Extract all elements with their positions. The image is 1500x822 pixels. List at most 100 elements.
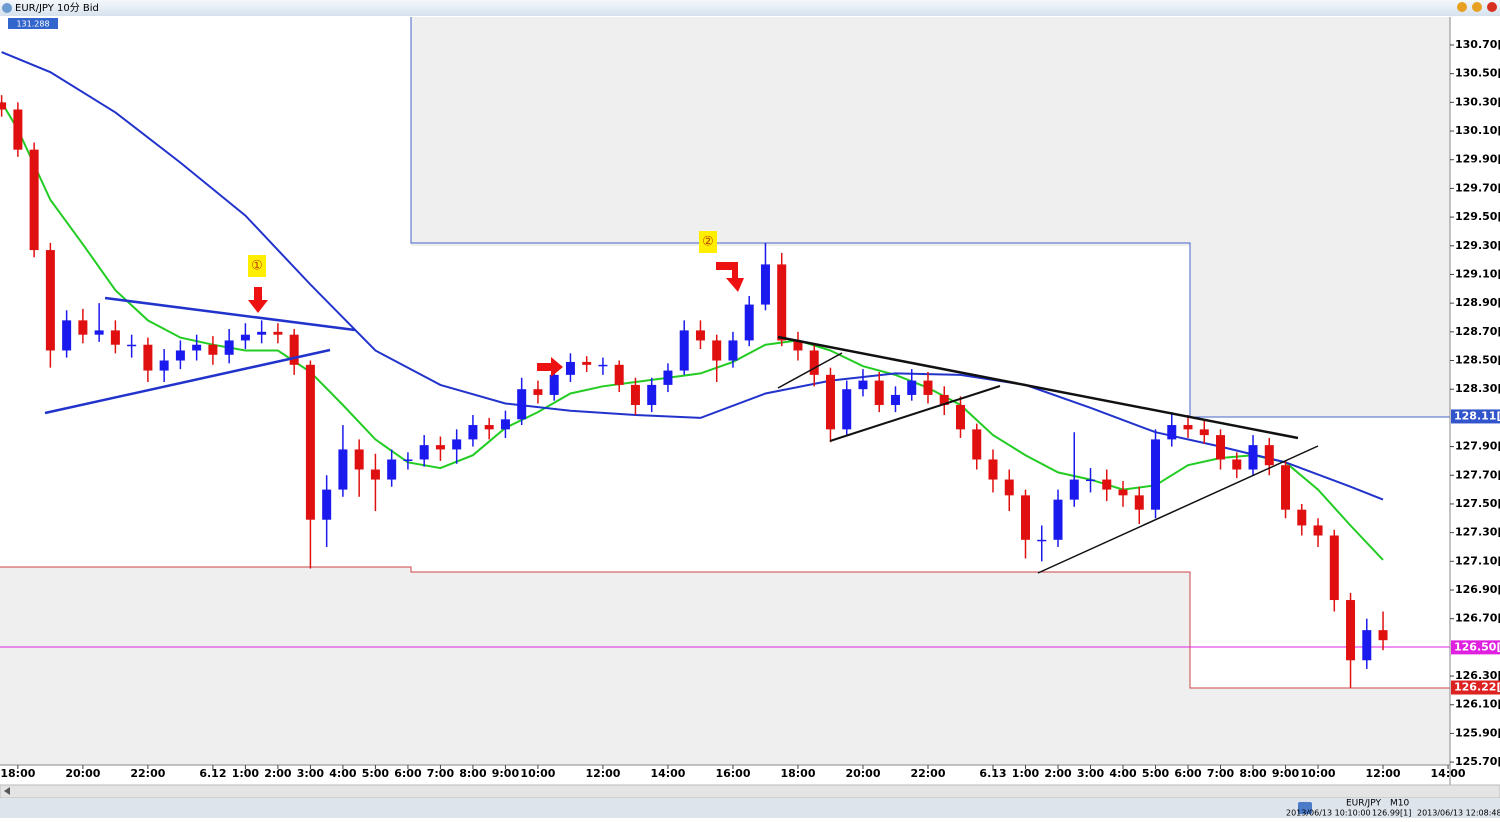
candle-body (127, 344, 137, 347)
y-tick-label: 127.30[0 (1455, 526, 1500, 539)
y-tick-label: 129.70[0 (1455, 181, 1500, 194)
y-tick-label: 125.70[0 (1455, 755, 1500, 768)
plot-area (0, 51, 1388, 688)
candle-body (354, 449, 364, 470)
candle-body (598, 364, 608, 367)
candle-body (663, 370, 673, 385)
candle-body (403, 459, 413, 461)
y-tick-label: 128.50[0 (1455, 354, 1500, 367)
y-tick-label: 129.30[0 (1455, 239, 1500, 252)
x-tick-label: 20:00 (845, 767, 880, 780)
y-tick-label: 127.70[0 (1455, 468, 1500, 481)
y-tick-label: 129.90[0 (1455, 153, 1500, 166)
x-tick-label: 20:00 (65, 767, 100, 780)
candle-body (972, 429, 982, 460)
x-tick-label: 4:00 (329, 767, 357, 780)
candle-body (1199, 429, 1209, 436)
y-tick-label: 126.10[0 (1455, 698, 1500, 711)
x-tick-label: 2:00 (1044, 767, 1072, 780)
x-tick-label: 1:00 (1012, 767, 1040, 780)
y-tick-label: 129.10[0 (1455, 267, 1500, 280)
candle-body (45, 250, 55, 351)
price-marker-label: 128.11[4 (1454, 409, 1500, 422)
x-tick-label: 7:00 (1207, 767, 1235, 780)
candle-body (923, 380, 933, 395)
candle-body (500, 419, 510, 430)
candle-body (582, 361, 592, 365)
x-tick-label: 14:00 (1431, 767, 1466, 780)
candle-body (62, 320, 72, 351)
x-tick-label: 18:00 (780, 767, 815, 780)
x-tick-label: 5:00 (1142, 767, 1170, 780)
x-tick-label: 9:00 (492, 767, 520, 780)
y-tick-label: 126.30[0 (1455, 669, 1500, 682)
y-tick-label: 130.70[0 (1455, 38, 1500, 51)
status-period[interactable]: M10 (1390, 799, 1409, 809)
x-tick-label: 1:00 (232, 767, 260, 780)
scroll-left[interactable] (4, 787, 10, 795)
x-tick-label: 10:00 (1301, 767, 1336, 780)
candle-body (257, 331, 267, 335)
app-icon (2, 3, 12, 13)
x-tick-label: 12:00 (1366, 767, 1401, 780)
candle-body (760, 264, 770, 305)
candle-body (825, 374, 835, 430)
minimize-button[interactable] (1457, 2, 1467, 12)
candle-body (1004, 479, 1014, 496)
y-tick-label: 128.90[0 (1455, 296, 1500, 309)
candle-body (1313, 525, 1323, 536)
x-tick-label: 6.13 (979, 767, 1006, 780)
x-tick-label: 7:00 (427, 767, 455, 780)
candle-body (1134, 495, 1144, 510)
x-tick-label: 6:00 (1174, 767, 1202, 780)
annotation: ① (251, 259, 263, 274)
y-tick-label: 126.70[0 (1455, 612, 1500, 625)
y-tick-label: 126.90[0 (1455, 583, 1500, 596)
candle-body (0, 102, 7, 110)
title-bar (0, 0, 1500, 16)
candle-body (1118, 489, 1128, 496)
candle-body (712, 340, 722, 361)
x-tick-label: 8:00 (459, 767, 487, 780)
x-tick-label: 10:00 (520, 767, 555, 780)
candle-body (484, 425, 494, 430)
candle-body (224, 340, 234, 355)
candle-body (29, 149, 39, 251)
candle-body (1216, 435, 1226, 460)
maximize-button[interactable] (1472, 2, 1482, 12)
x-tick-label: 12:00 (585, 767, 620, 780)
candle-body (744, 304, 754, 341)
x-tick-label: 14:00 (650, 767, 685, 780)
candle-body (647, 384, 657, 405)
price-marker (1451, 640, 1500, 655)
candle-body (208, 344, 218, 355)
candle-body (175, 350, 185, 361)
annotation: ② (702, 235, 714, 250)
scrollbar[interactable] (0, 784, 1500, 799)
candle-body (679, 330, 689, 371)
candle-body (289, 334, 299, 365)
status-symbol[interactable]: EUR/JPY (1346, 799, 1381, 809)
close-button[interactable] (1487, 2, 1497, 12)
candle-body (1248, 445, 1258, 470)
y-tick-label: 130.30[0 (1455, 95, 1500, 108)
candle-body (1232, 459, 1242, 470)
x-tick-label: 18:00 (0, 767, 35, 780)
y-tick-label: 125.90[0 (1455, 726, 1500, 739)
candle-body (143, 344, 153, 371)
price-marker-label: 126.50[5 (1454, 640, 1500, 653)
candle-body (1264, 445, 1274, 466)
y-tick-label: 127.50[0 (1455, 497, 1500, 510)
candle-body (874, 380, 884, 405)
candle-body (614, 364, 624, 385)
x-tick-label: 9:00 (1272, 767, 1300, 780)
candle-body (387, 459, 397, 480)
price-marker-label: 126.22[2 (1454, 681, 1500, 694)
status-icon[interactable] (1298, 802, 1312, 814)
candle-body (1020, 495, 1030, 540)
x-tick-label: 5:00 (362, 767, 390, 780)
candle-body (94, 330, 104, 335)
y-tick-label: 127.90[0 (1455, 440, 1500, 453)
candle-body (728, 340, 738, 361)
